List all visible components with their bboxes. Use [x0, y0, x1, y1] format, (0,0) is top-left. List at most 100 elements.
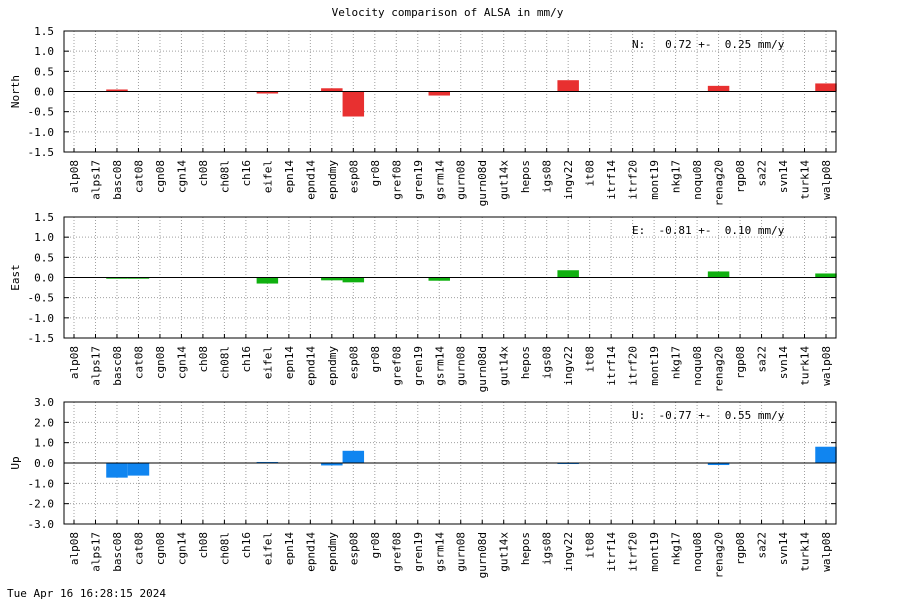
y-tick-label: 2.0 — [34, 416, 54, 429]
x-tick-label: walp08 — [820, 532, 833, 572]
x-tick-label: cgn14 — [175, 346, 188, 379]
data-bar — [342, 450, 365, 463]
x-tick-label: sa22 — [756, 160, 769, 187]
x-tick-label: rgp08 — [734, 532, 747, 565]
data-bar — [815, 83, 837, 92]
data-bar — [127, 277, 150, 279]
y-tick-label: -1.0 — [28, 477, 55, 490]
y-tick-label: -1.0 — [28, 312, 55, 325]
x-tick-label: epnd14 — [304, 160, 317, 200]
data-bar — [321, 463, 343, 466]
x-tick-label: noqu08 — [691, 532, 704, 572]
x-tick-label: epn14 — [283, 532, 296, 565]
y-tick-label: 1.5 — [34, 211, 54, 224]
x-tick-label: sa22 — [756, 346, 769, 373]
x-tick-label: walp08 — [820, 160, 833, 200]
x-tick-label: alps17 — [89, 346, 102, 386]
x-tick-label: hepos — [519, 160, 532, 193]
stat-annotation: E: -0.81 +- 0.10 mm/y — [632, 224, 785, 237]
data-bar — [256, 277, 279, 284]
data-bar — [321, 277, 343, 281]
data-bar — [256, 461, 279, 463]
x-tick-label: svn14 — [777, 532, 790, 565]
x-tick-label: turk14 — [799, 160, 812, 200]
x-tick-label: ingv22 — [562, 160, 575, 200]
x-tick-label: alp08 — [68, 346, 81, 379]
x-tick-label: basc08 — [111, 532, 124, 572]
x-tick-label: igs08 — [541, 532, 554, 565]
data-bar — [707, 463, 730, 466]
data-bar — [815, 446, 837, 463]
x-tick-label: itrf20 — [627, 532, 640, 572]
y-axis-label: East — [9, 264, 22, 291]
y-tick-label: -1.5 — [28, 332, 55, 345]
y-tick-label: 1.0 — [34, 231, 54, 244]
x-tick-label: mont19 — [648, 346, 661, 386]
x-tick-label: nkg17 — [670, 532, 683, 565]
x-tick-label: cat08 — [132, 160, 145, 193]
x-tick-label: ch08l — [218, 532, 231, 565]
timestamp-footer: Tue Apr 16 16:28:15 2024 — [7, 587, 166, 600]
x-tick-label: esp08 — [347, 346, 360, 379]
x-tick-label: itrf14 — [605, 532, 618, 572]
x-tick-label: esp08 — [347, 532, 360, 565]
x-tick-label: ch08 — [197, 160, 210, 187]
data-bar — [342, 91, 365, 117]
y-tick-label: 1.5 — [34, 25, 54, 38]
x-tick-label: sa22 — [756, 532, 769, 559]
y-axis-label: North — [9, 75, 22, 108]
x-tick-label: ch08 — [197, 532, 210, 559]
x-tick-label: rgp08 — [734, 160, 747, 193]
x-tick-label: gren19 — [412, 346, 425, 386]
data-bar — [707, 271, 730, 278]
x-tick-label: epn14 — [283, 346, 296, 379]
x-tick-label: turk14 — [799, 346, 812, 386]
x-tick-label: cgn08 — [154, 532, 167, 565]
data-bar — [106, 463, 128, 478]
x-tick-label: itrf14 — [605, 160, 618, 200]
x-tick-label: igs08 — [541, 160, 554, 193]
y-tick-label: -3.0 — [28, 518, 55, 531]
x-tick-label: alp08 — [68, 532, 81, 565]
x-tick-label: gurn08d — [476, 346, 489, 392]
x-tick-label: cgn08 — [154, 160, 167, 193]
x-tick-label: ch08l — [218, 346, 231, 379]
x-tick-label: cgn14 — [175, 160, 188, 193]
x-tick-label: gut14x — [498, 160, 511, 200]
x-tick-label: gurn08d — [476, 532, 489, 578]
x-tick-label: gr08 — [369, 532, 382, 559]
x-tick-label: gren19 — [412, 160, 425, 200]
x-tick-label: itrf20 — [627, 346, 640, 386]
x-tick-label: svn14 — [777, 160, 790, 193]
plot-frame — [63, 216, 837, 339]
data-bar — [342, 277, 365, 283]
x-tick-label: cgn14 — [175, 532, 188, 565]
x-tick-label: gut14x — [498, 346, 511, 386]
stat-annotation: N: 0.72 +- 0.25 mm/y — [632, 38, 785, 51]
y-tick-label: -1.5 — [28, 146, 55, 159]
x-tick-label: turk14 — [799, 532, 812, 572]
y-tick-label: 0.0 — [34, 272, 54, 285]
data-bar — [557, 80, 579, 92]
plot-frame — [63, 30, 837, 153]
y-tick-label: 3.0 — [34, 396, 54, 409]
x-tick-label: it08 — [584, 160, 597, 187]
y-tick-label: 1.0 — [34, 437, 54, 450]
x-tick-label: gsrm14 — [433, 532, 446, 572]
x-tick-label: ingv22 — [562, 346, 575, 386]
x-tick-label: rgp08 — [734, 346, 747, 379]
x-tick-label: basc08 — [111, 160, 124, 200]
data-bar — [106, 89, 128, 92]
x-tick-label: basc08 — [111, 346, 124, 386]
y-tick-label: -0.5 — [28, 106, 55, 119]
x-tick-label: ch16 — [240, 532, 253, 559]
x-tick-label: itrf20 — [627, 160, 640, 200]
data-bar — [127, 463, 150, 476]
x-tick-label: itrf14 — [605, 346, 618, 386]
x-tick-label: hepos — [519, 532, 532, 565]
x-tick-label: gsrm14 — [433, 346, 446, 386]
x-tick-label: alp08 — [68, 160, 81, 193]
data-bar — [557, 463, 579, 465]
x-tick-label: ch08l — [218, 160, 231, 193]
